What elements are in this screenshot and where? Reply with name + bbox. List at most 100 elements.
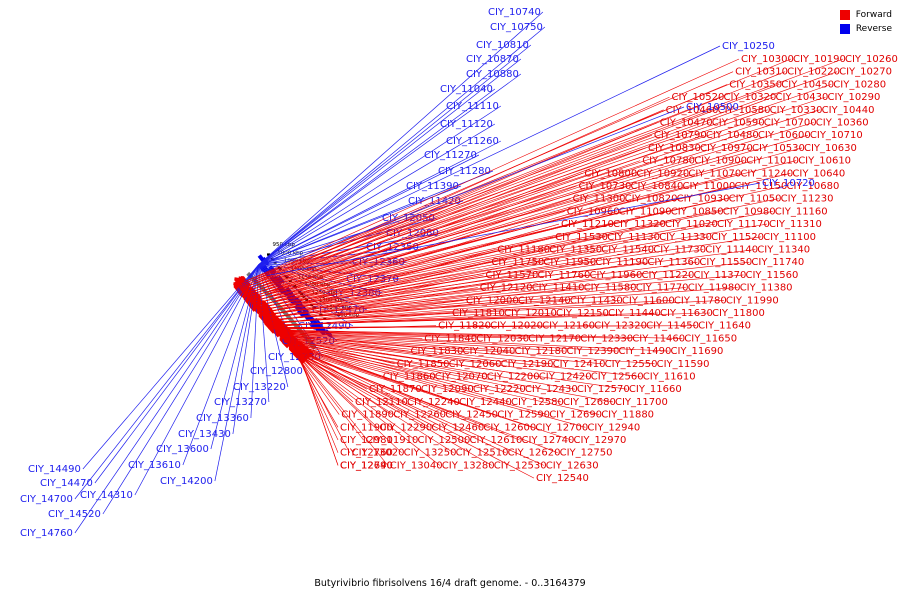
forward-gene-label: CIY_12550 bbox=[605, 359, 658, 370]
forward-gene-leader bbox=[298, 355, 440, 466]
legend-forward-label: Forward bbox=[855, 10, 892, 20]
forward-gene-label: CIY_11570 bbox=[486, 270, 539, 281]
forward-gene-label: CIY_12570 bbox=[577, 384, 630, 395]
reverse-gene-label: CIY_11280 bbox=[438, 166, 491, 177]
reverse-gene-label: CIY_13610 bbox=[128, 460, 181, 471]
forward-gene-leader bbox=[277, 332, 617, 352]
feature-marker bbox=[300, 293, 304, 296]
reverse-gene-label: CIY_12050 bbox=[382, 213, 435, 224]
reverse-gene-leader bbox=[82, 264, 259, 470]
forward-gene-label: CIY_10300 bbox=[741, 54, 794, 65]
forward-gene-leader bbox=[245, 147, 647, 298]
forward-gene-label: CIY_10580 bbox=[718, 105, 771, 116]
forward-gene-label: CIY_11740 bbox=[751, 257, 804, 268]
forward-gene-label: CIY_10710 bbox=[810, 130, 863, 141]
forward-gene-leader bbox=[255, 223, 664, 309]
forward-gene-leader bbox=[264, 274, 536, 320]
forward-gene-leader bbox=[255, 223, 716, 309]
forward-gene-label: CIY_11310 bbox=[769, 219, 822, 230]
forward-gene-leader bbox=[266, 287, 582, 322]
forward-gene-label: CIY_11810 bbox=[452, 308, 505, 319]
forward-gene-leader bbox=[293, 349, 572, 441]
forward-gene-leader bbox=[241, 109, 664, 292]
forward-gene-label: CIY_10850 bbox=[671, 206, 724, 217]
forward-gene-label: CIY_10610 bbox=[798, 156, 851, 167]
forward-gene-label: CIY_11610 bbox=[643, 372, 696, 383]
forward-gene-leader bbox=[275, 330, 527, 339]
forward-gene-label: CIY_12440 bbox=[459, 397, 512, 408]
forward-gene-leader bbox=[293, 349, 520, 441]
forward-gene-label: CIY_12410 bbox=[553, 359, 606, 370]
forward-gene-label: CIY_10280 bbox=[833, 79, 886, 90]
reverse-swatch bbox=[839, 24, 850, 34]
forward-gene-leader bbox=[282, 338, 485, 377]
forward-gene-leader bbox=[277, 333, 565, 352]
forward-gene-label: CIY_11000 bbox=[683, 181, 736, 192]
forward-gene-leader bbox=[243, 134, 756, 295]
forward-gene-leader bbox=[252, 198, 623, 305]
forward-gene-leader bbox=[256, 223, 560, 310]
forward-gene-label: CIY_12750 bbox=[560, 448, 613, 459]
forward-gene-label: CIY_11330 bbox=[659, 232, 712, 243]
forward-gene-label: CIY_12160 bbox=[542, 321, 595, 332]
reverse-gene-label: CIY_14470 bbox=[40, 478, 93, 489]
forward-gene-label: CIY_11360 bbox=[647, 257, 700, 268]
forward-gene-leader bbox=[298, 354, 492, 466]
reverse-gene-leader bbox=[258, 88, 496, 265]
forward-gene-label: CIY_11530 bbox=[555, 232, 608, 243]
forward-gene-leader bbox=[257, 236, 658, 312]
forward-gene-leader bbox=[281, 337, 641, 377]
forward-gene-leader bbox=[261, 261, 646, 316]
forward-gene-label: CIY_12010 bbox=[504, 308, 557, 319]
forward-gene-label: CIY_11730 bbox=[653, 245, 706, 256]
forward-gene-leader bbox=[300, 356, 339, 466]
forward-gene-leader bbox=[267, 287, 530, 322]
forward-gene-leader bbox=[261, 261, 750, 315]
forward-gene-leader bbox=[284, 340, 575, 390]
forward-gene-leader bbox=[250, 185, 681, 303]
forward-gene-label: CIY_11650 bbox=[684, 333, 737, 344]
forward-gene-label: CIY_11300 bbox=[573, 194, 626, 205]
forward-gene-leader bbox=[250, 185, 629, 303]
forward-gene-label: CIY_11630 bbox=[660, 308, 713, 319]
forward-gene-leader bbox=[267, 287, 478, 323]
forward-gene-label: CIY_12510 bbox=[456, 448, 509, 459]
forward-gene-label: CIY_10980 bbox=[723, 206, 776, 217]
forward-gene-label: CIY_11540 bbox=[601, 245, 654, 256]
forward-gene-label: CIY_10480 bbox=[706, 130, 759, 141]
forward-gene-leader bbox=[251, 185, 577, 304]
forward-gene-label: CIY_11840 bbox=[424, 333, 477, 344]
reverse-gene-leader bbox=[258, 26, 546, 265]
forward-gene-label: CIY_11220 bbox=[642, 270, 695, 281]
forward-gene-label: CIY_10920 bbox=[636, 168, 689, 179]
forward-gene-label: CIY_10800 bbox=[584, 168, 637, 179]
reverse-gene-leader bbox=[258, 123, 496, 265]
forward-gene-label: CIY_11550 bbox=[699, 257, 752, 268]
forward-gene-leader bbox=[299, 355, 389, 466]
forward-gene-label: CIY_12460 bbox=[431, 422, 484, 433]
forward-gene-label: CIY_11090 bbox=[619, 206, 672, 217]
reverse-gene-leader bbox=[258, 73, 522, 265]
forward-gene-leader bbox=[280, 335, 551, 365]
reverse-gene-label: CIY_14520 bbox=[48, 509, 101, 520]
forward-gene-label: CIY_11430 bbox=[570, 295, 623, 306]
reverse-gene-label: CIY_13220 bbox=[233, 382, 286, 393]
reverse-gene-label: CIY_13270 bbox=[214, 397, 267, 408]
forward-gene-label: CIY_12530 bbox=[494, 460, 547, 471]
forward-gene-label: CIY_11380 bbox=[740, 283, 793, 294]
forward-gene-leader bbox=[260, 249, 548, 315]
forward-gene-leader bbox=[274, 325, 437, 330]
forward-gene-leader bbox=[236, 58, 740, 286]
reverse-gene-label: CIY_14310 bbox=[80, 490, 133, 501]
reverse-gene-leader bbox=[74, 264, 259, 534]
forward-gene-leader bbox=[249, 173, 583, 302]
forward-gene-leader bbox=[260, 249, 496, 315]
forward-gene-label: CIY_11150 bbox=[735, 181, 788, 192]
forward-gene-label: CIY_11660 bbox=[629, 384, 682, 395]
forward-gene-label: CIY_11350 bbox=[549, 245, 602, 256]
forward-gene-label: CIY_12540 bbox=[536, 473, 589, 484]
feature-marker bbox=[267, 253, 270, 256]
forward-gene-label: CIY_12640 bbox=[340, 460, 393, 471]
forward-gene-label: CIY_11130 bbox=[607, 232, 660, 243]
